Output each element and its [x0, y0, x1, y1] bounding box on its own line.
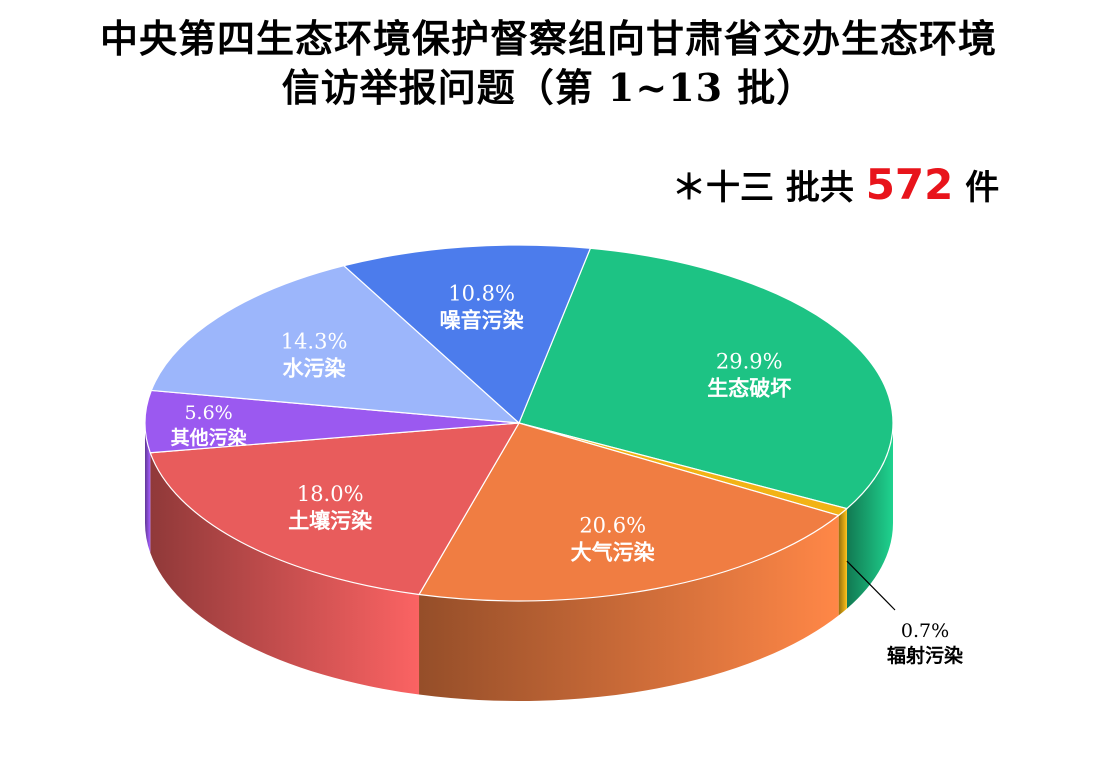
slice-label: 14.3% 水污染: [281, 329, 348, 380]
chart-title-line-2: 信访举报问题（第 1~13 批）: [281, 65, 816, 110]
slice-label: 10.8% 噪音污染: [440, 281, 524, 332]
slice-category-label: 大气污染: [571, 541, 655, 565]
slice-percent-label: 14.3%: [281, 329, 348, 353]
slice-e6b0b4e6b1a1e69f93-top: [150, 265, 520, 424]
slice-e7949fe68081e7a0b4e59d8f-side: [846, 423, 893, 609]
slice-e585b6e4bb96e6b1a1e69f93-side: [145, 423, 151, 553]
slice-percent-label: 5.6%: [184, 402, 232, 424]
total-count-number: 572: [865, 160, 954, 209]
pie-tops: [144, 244, 894, 602]
slice-category-label: 辐射污染: [887, 644, 963, 667]
slice-label: 18.0% 土壤污染: [288, 482, 372, 533]
slice-category-label: 生态破坏: [707, 377, 791, 401]
slice-e59c9fe5a3a4e6b1a1e69f93-top: [149, 422, 520, 596]
pie-labels: 29.9% 生态破坏 0.7%辐射污染 20.6% 大气污染 18.0% 土壤污染 5.6%其…: [171, 281, 963, 667]
chart-title-line-1: 中央第四生态环境保护督察组向甘肃省交办生态环境: [99, 16, 997, 61]
slice-percent-label: 18.0%: [297, 482, 364, 506]
slice-category-label: 其他污染: [171, 426, 247, 449]
slice-label: 29.9% 生态破坏: [707, 350, 791, 401]
slice-percent-label: 10.8%: [448, 281, 515, 305]
slice-e5a4a7e6b094e6b1a1e69f93-side: [419, 515, 839, 701]
slice-category-label: 噪音污染: [440, 308, 524, 332]
slice-percent-label: 29.9%: [716, 350, 783, 374]
slice-e5a4a7e6b094e6b1a1e69f93-top: [418, 422, 840, 602]
total-count-label: ＊十三 批共 572 件: [672, 160, 999, 209]
slice-e59c9fe5a3a4e6b1a1e69f93-side: [150, 452, 420, 695]
slice-category-label: 水污染: [283, 356, 346, 380]
slice-e8be90e5b084e6b1a1e69f93-side: [838, 508, 847, 616]
total-count-prefix: ＊十三 批共: [672, 168, 854, 208]
slice-e599aae99fb3e6b1a1e69f93-top: [343, 244, 591, 424]
slice-e585b6e4bb96e6b1a1e69f93-top: [144, 389, 520, 454]
slice-category-label: 土壤污染: [288, 509, 372, 533]
slice-label: 0.7%辐射污染: [846, 560, 963, 667]
slice-percent-label: 0.7%: [901, 620, 949, 642]
slice-e7949fe68081e7a0b4e59d8f-top: [518, 247, 894, 510]
slice-label: 20.6% 大气污染: [571, 514, 655, 565]
leader-line: [846, 560, 896, 611]
slice-percent-label: 20.6%: [579, 514, 646, 538]
chart-title: 中央第四生态环境保护督察组向甘肃省交办生态环境 信访举报问题（第 1~13 批）: [0, 14, 1097, 112]
total-count-suffix: 件: [965, 168, 1000, 208]
slice-label: 5.6%其他污染: [171, 402, 247, 449]
pie-sides: [145, 423, 893, 701]
